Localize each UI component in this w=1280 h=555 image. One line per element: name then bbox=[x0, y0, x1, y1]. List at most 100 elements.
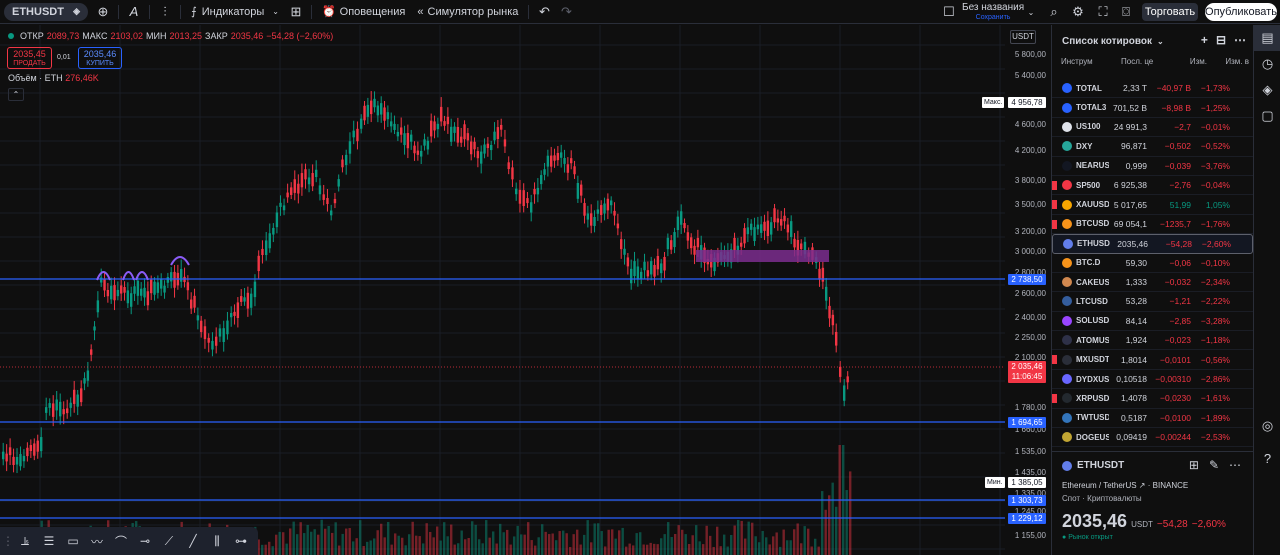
candle-body bbox=[311, 173, 314, 187]
flag-icon[interactable] bbox=[1052, 200, 1057, 210]
volume-bar bbox=[429, 531, 432, 555]
watchlist-row[interactable]: LTCUSD 53,28 −1,21 −2,22% bbox=[1052, 292, 1253, 312]
watchlist-row[interactable]: XAUUSD 5 017,65 51,99 1,05% bbox=[1052, 195, 1253, 215]
candle-body bbox=[500, 124, 503, 130]
trade-button[interactable]: Торговать bbox=[1142, 3, 1198, 21]
level-label-3: 1 303,73 bbox=[1008, 495, 1046, 506]
redo-icon[interactable]: ↷ bbox=[560, 3, 572, 19]
publish-button[interactable]: Опубликовать bbox=[1205, 3, 1277, 21]
alerts-button[interactable]: ⏰ Оповещения bbox=[316, 0, 411, 24]
watchlist-row[interactable]: TWTUSD 0,5187 −0,0100 −1,89% bbox=[1052, 409, 1253, 429]
indicators-button[interactable]: ⨍ Индикаторы ⌄ bbox=[185, 0, 285, 24]
price-axis[interactable]: 5 800,00 5 400,00 4 600,00 4 200,00 3 80… bbox=[1005, 25, 1050, 555]
candle-body bbox=[433, 121, 436, 131]
brush-icon[interactable]: ⌒ bbox=[114, 534, 127, 549]
row-change-pct: −2,86% bbox=[1200, 374, 1230, 385]
detail-symbol[interactable]: ETHUSDT bbox=[1077, 460, 1125, 471]
grid-view-icon[interactable]: ⊞ bbox=[1188, 458, 1199, 472]
volume-bar bbox=[590, 542, 593, 555]
advanced-view-icon[interactable]: ⊟ bbox=[1215, 33, 1226, 47]
edit-icon[interactable]: ✎ bbox=[1208, 458, 1219, 472]
volume-bar bbox=[611, 529, 614, 555]
more-options-icon[interactable]: ⋯ bbox=[1229, 458, 1241, 472]
settings-gear-icon[interactable]: ⚙ bbox=[1072, 4, 1084, 19]
quick-search-icon[interactable]: ⌕ bbox=[1050, 4, 1058, 19]
currency-select[interactable]: USDT bbox=[1010, 30, 1036, 44]
column-last[interactable]: Посл. це bbox=[1121, 57, 1154, 66]
fullscreen-icon[interactable]: ⛶ bbox=[1098, 4, 1108, 19]
symbol-search-button[interactable]: ETHUSDT ◈ bbox=[4, 2, 88, 21]
chart-pane[interactable]: ОТКР 2089,73 МАКС 2103,02 МИН 2013,25 ЗА… bbox=[0, 25, 1050, 555]
help-icon[interactable]: ? bbox=[1263, 450, 1272, 466]
volume-bar bbox=[814, 538, 817, 555]
trend-line-icon[interactable]: ⟋ bbox=[164, 533, 174, 548]
chevron-down-icon[interactable]: ⌄ bbox=[1027, 7, 1035, 17]
watchlist-row[interactable]: DYDXUS 0,10518 −0,00310 −2,86% bbox=[1052, 370, 1253, 390]
detail-name[interactable]: Ethereum / TetherUS bbox=[1062, 481, 1137, 490]
watchlist-icon[interactable]: ▤ bbox=[1254, 25, 1280, 51]
horizontal-ray-icon[interactable]: ⊸ bbox=[139, 534, 151, 548]
fib-lines-icon[interactable]: ☰ bbox=[43, 534, 55, 548]
chevron-down-icon[interactable]: ⌄ bbox=[1157, 36, 1164, 46]
sell-button[interactable]: 2035,45 ПРОДАТЬ bbox=[7, 47, 52, 69]
watchlist-row[interactable]: SOLUSD 84,14 −2,85 −3,28% bbox=[1052, 312, 1253, 332]
column-change[interactable]: Изм. bbox=[1189, 57, 1207, 66]
add-symbol-icon[interactable]: + bbox=[1200, 33, 1208, 47]
watchlist-row[interactable]: CAKEUS 1,333 −0,032 −2,34% bbox=[1052, 273, 1253, 293]
collapse-legend-button[interactable]: ⌃ bbox=[8, 88, 24, 101]
watchlist-row[interactable]: BTC.D 59,30 −0,06 −0,10% bbox=[1052, 254, 1253, 273]
horizontal-line-icon[interactable]: ⊶ bbox=[235, 534, 247, 548]
flag-icon[interactable] bbox=[1052, 180, 1057, 190]
replay-button[interactable]: « Симулятор рынка bbox=[411, 0, 524, 24]
buy-button[interactable]: 2035,46 КУПИТЬ bbox=[78, 47, 122, 69]
watchlist-title[interactable]: Список котировок bbox=[1062, 35, 1152, 47]
more-options-icon[interactable]: ⋯ bbox=[1234, 33, 1246, 47]
layout-name-button[interactable]: Без названия Сохранить bbox=[962, 3, 1024, 23]
templates-grid-icon[interactable]: ⊞ bbox=[290, 3, 302, 19]
alerts-clock-icon[interactable]: ◷ bbox=[1261, 56, 1274, 71]
candles-tool-icon[interactable]: ⫼ bbox=[214, 533, 220, 548]
row-symbol: ETHUSD bbox=[1077, 239, 1110, 249]
layout-square-icon[interactable]: ☐ bbox=[943, 4, 955, 19]
trend-angle-icon[interactable]: ⫡ bbox=[20, 533, 29, 548]
watchlist-row[interactable]: ATOMUS 1,924 −0,023 −1,18% bbox=[1052, 331, 1253, 351]
undo-icon[interactable]: ↶ bbox=[538, 3, 550, 19]
price-chart[interactable] bbox=[0, 25, 1050, 555]
watchlist-row[interactable]: TOTAL3 701,52 B −8,98 B −1,25% bbox=[1052, 98, 1253, 118]
watchlist-row[interactable]: MXUSDT 1,8014 −0,0101 −0,56% bbox=[1052, 350, 1253, 370]
watchlist-row[interactable]: SP500 6 925,38 −2,76 −0,04% bbox=[1052, 176, 1253, 196]
ray-icon[interactable]: ╱ bbox=[189, 534, 197, 548]
layers-icon[interactable]: ◈ bbox=[1262, 82, 1273, 97]
symbol-details: ETHUSDT ⊞ ✎ ⋯ Ethereum / TetherUS ↗ · BI… bbox=[1052, 451, 1253, 555]
volume-bar bbox=[663, 534, 666, 555]
signals-icon[interactable]: ◎ bbox=[1261, 418, 1274, 433]
watchlist-row[interactable]: XRPUSD 1,4078 −0,0230 −1,61% bbox=[1052, 389, 1253, 409]
watchlist-row[interactable]: DOGEUS 0,09419 −0,00244 −2,53% bbox=[1052, 428, 1253, 448]
flag-icon[interactable] bbox=[1052, 219, 1057, 229]
drag-handle-icon[interactable]: ⋮ bbox=[2, 534, 14, 548]
rectangle-icon[interactable]: ▭ bbox=[67, 534, 79, 548]
candle-body bbox=[766, 220, 770, 236]
watchlist-row[interactable]: US100 24 991,3 −2,7 −0,01% bbox=[1052, 118, 1253, 138]
column-symbol[interactable]: Инструм bbox=[1061, 57, 1093, 66]
flag-icon[interactable] bbox=[1052, 355, 1057, 365]
camera-icon[interactable]: ⌼ bbox=[1122, 4, 1130, 19]
candles-icon[interactable]: ⫶ bbox=[163, 3, 167, 19]
path-icon[interactable]: 〰 bbox=[90, 534, 103, 549]
candle-body bbox=[570, 158, 573, 164]
watchlist-row[interactable]: ETHUSD 2035,46 −54,28 −2,60% bbox=[1052, 234, 1253, 254]
watchlist-row[interactable]: NEARUS 0,999 −0,039 −3,76% bbox=[1052, 157, 1253, 176]
watchlist-row[interactable]: BTCUSD 69 054,1 −1235,7 −1,76% bbox=[1052, 215, 1253, 235]
chat-icon[interactable]: ▢ bbox=[1261, 108, 1274, 123]
flag-icon[interactable] bbox=[1052, 394, 1057, 404]
column-change-pct[interactable]: Изм. в bbox=[1225, 57, 1249, 66]
indicators-icon: ⨍ bbox=[191, 6, 197, 18]
watchlist-row[interactable]: DXY 96,871 −0,502 −0,52% bbox=[1052, 137, 1253, 157]
price-tick: 2 250,00 bbox=[1014, 333, 1046, 342]
compare-add-icon[interactable]: ⊕ bbox=[97, 3, 109, 19]
external-link-icon[interactable]: ↗ bbox=[1138, 481, 1146, 490]
watchlist-row[interactable]: TOTAL 2,33 T −40,97 B −1,73% bbox=[1052, 79, 1253, 99]
symbol-logo-icon bbox=[1062, 412, 1072, 423]
interval-button[interactable]: A bbox=[129, 4, 139, 19]
volume-bar bbox=[422, 543, 425, 555]
